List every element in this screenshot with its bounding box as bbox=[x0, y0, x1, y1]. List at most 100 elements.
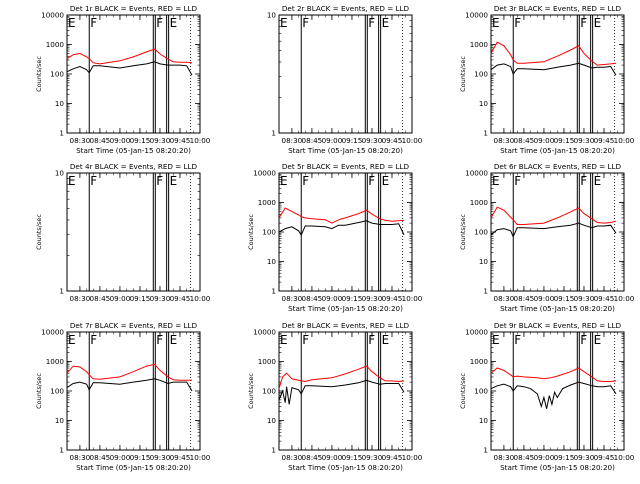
series-lld-line bbox=[490, 206, 617, 225]
y-axis-label: Counts/sec bbox=[35, 373, 43, 409]
y-tick-label: 10 bbox=[55, 416, 65, 425]
x-tick-label: 08:30 bbox=[494, 294, 515, 303]
y-axis-label: Counts/sec bbox=[247, 214, 255, 250]
x-tick-label: 09:00 bbox=[322, 136, 343, 145]
x-tick-label: 08:30 bbox=[494, 453, 515, 462]
series-events-line bbox=[66, 378, 193, 392]
marker-label: E bbox=[594, 174, 602, 188]
x-tick-label: 08:45 bbox=[514, 136, 535, 145]
y-tick-label: 1000 bbox=[258, 198, 277, 207]
y-tick-label: 1 bbox=[59, 287, 64, 296]
y-tick-label: 10 bbox=[55, 169, 65, 178]
y-tick-label: 1 bbox=[59, 446, 64, 455]
y-tick-label: 1000 bbox=[258, 357, 277, 366]
x-tick-label: 09:15 bbox=[554, 294, 575, 303]
marker-label: E bbox=[68, 333, 76, 347]
x-axis-label: Start Time (05-Jan-15 08:20:20) bbox=[288, 463, 403, 472]
series-events-line bbox=[490, 222, 617, 238]
x-tick-label: 09:45 bbox=[594, 136, 615, 145]
panel-title: Det 7r BLACK = Events, RED = LLD bbox=[70, 321, 198, 330]
x-tick-label: 09:00 bbox=[110, 136, 131, 145]
x-axis-label: Start Time (05-Jan-15 08:20:20) bbox=[500, 146, 615, 155]
x-tick-label: 08:30 bbox=[70, 136, 91, 145]
panel-det-2: Det 2r BLACK = Events, RED = LLD 1 10 08:30… bbox=[267, 4, 423, 155]
y-tick-label: 1 bbox=[483, 287, 488, 296]
x-tick-label: 09:15 bbox=[554, 136, 575, 145]
marker-label: E bbox=[382, 333, 390, 347]
marker-label: E bbox=[170, 16, 178, 30]
plot-frame bbox=[490, 14, 625, 134]
y-tick-label: 1 bbox=[271, 287, 276, 296]
marker-label: E bbox=[170, 174, 178, 188]
panel-title: Det 1r BLACK = Events, RED = LLD bbox=[70, 4, 198, 13]
x-tick-label: 09:15 bbox=[130, 453, 151, 462]
y-tick-label: 100 bbox=[50, 70, 64, 79]
marker-label: F bbox=[156, 16, 163, 30]
x-axis-label: Start Time (05-Jan-15 08:20:20) bbox=[76, 146, 191, 155]
x-tick-label: 09:00 bbox=[322, 453, 343, 462]
y-tick-label: 1000 bbox=[46, 357, 65, 366]
y-axis-label: Counts/sec bbox=[459, 56, 467, 92]
y-tick-label: 10 bbox=[267, 416, 277, 425]
x-axis-label: Start Time (05-Jan-15 08:20:20) bbox=[288, 304, 403, 313]
marker-label: E bbox=[280, 333, 288, 347]
x-tick-label: 09:15 bbox=[342, 453, 363, 462]
y-tick-label: 10000 bbox=[465, 169, 488, 178]
marker-label: E bbox=[280, 174, 288, 188]
y-tick-label: 100 bbox=[474, 70, 488, 79]
marker-label: E bbox=[382, 16, 390, 30]
series-lld-line bbox=[66, 363, 192, 381]
series-events-line bbox=[490, 381, 617, 409]
panel-title: Det 4r BLACK = Events, RED = LLD bbox=[70, 162, 198, 171]
x-tick-label: 09:30 bbox=[574, 136, 595, 145]
x-axis-label: Start Time (05-Jan-15 08:20:20) bbox=[76, 463, 191, 472]
y-tick-label: 10 bbox=[479, 99, 489, 108]
plot-frame bbox=[278, 14, 413, 134]
y-tick-label: 10000 bbox=[41, 11, 64, 20]
x-tick-label: 08:45 bbox=[302, 294, 323, 303]
panel-det-6: Det 6r BLACK = Events, RED = LLD 1 10 100 10… bbox=[459, 162, 635, 313]
marker-label: E bbox=[68, 174, 76, 188]
x-tick-label: 08:45 bbox=[514, 453, 535, 462]
x-tick-label: 08:45 bbox=[302, 453, 323, 462]
panel-title: Det 2r BLACK = Events, RED = LLD bbox=[282, 4, 410, 13]
x-tick-label: 09:00 bbox=[322, 294, 343, 303]
panel-title: Det 8r BLACK = Events, RED = LLD bbox=[282, 321, 410, 330]
x-tick-label: 09:45 bbox=[382, 294, 403, 303]
x-tick-label: 09:00 bbox=[110, 294, 131, 303]
x-tick-label: 09:30 bbox=[362, 453, 383, 462]
y-tick-label: 1 bbox=[59, 129, 64, 138]
x-tick-label: 08:45 bbox=[302, 136, 323, 145]
y-tick-label: 10 bbox=[479, 257, 489, 266]
panel-title: Det 9r BLACK = Events, RED = LLD bbox=[494, 321, 622, 330]
x-tick-label: 09:30 bbox=[150, 294, 171, 303]
y-tick-label: 100 bbox=[474, 228, 488, 237]
x-tick-label: 09:30 bbox=[574, 294, 595, 303]
marker-label: E bbox=[170, 333, 178, 347]
y-tick-label: 100 bbox=[262, 228, 276, 237]
y-tick-label: 1000 bbox=[470, 198, 489, 207]
x-tick-label: 09:15 bbox=[130, 294, 151, 303]
y-tick-label: 10000 bbox=[41, 328, 64, 337]
x-tick-label: 10:00 bbox=[402, 453, 423, 462]
marker-label: F bbox=[302, 333, 309, 347]
y-tick-label: 10 bbox=[479, 416, 489, 425]
series-lld-line bbox=[490, 41, 617, 66]
x-tick-label: 08:30 bbox=[70, 453, 91, 462]
series-lld-line bbox=[490, 367, 617, 382]
x-tick-label: 09:15 bbox=[554, 453, 575, 462]
panel-det-9: Det 9r BLACK = Events, RED = LLD 1 10 100 10… bbox=[459, 321, 635, 472]
x-tick-label: 09:15 bbox=[342, 136, 363, 145]
x-tick-label: 10:00 bbox=[614, 136, 635, 145]
x-tick-label: 09:30 bbox=[362, 294, 383, 303]
x-tick-label: 10:00 bbox=[402, 136, 423, 145]
plot-frame bbox=[66, 172, 201, 292]
x-axis-label: Start Time (05-Jan-15 08:20:20) bbox=[500, 304, 615, 313]
y-tick-label: 10 bbox=[267, 257, 277, 266]
panel-det-8: Det 8r BLACK = Events, RED = LLD 1 10 100 10… bbox=[247, 321, 423, 472]
panel-title: Det 3r BLACK = Events, RED = LLD bbox=[494, 4, 622, 13]
x-axis-label: Start Time (05-Jan-15 08:20:20) bbox=[500, 463, 615, 472]
x-tick-label: 08:45 bbox=[90, 453, 111, 462]
marker-label: E bbox=[382, 174, 390, 188]
